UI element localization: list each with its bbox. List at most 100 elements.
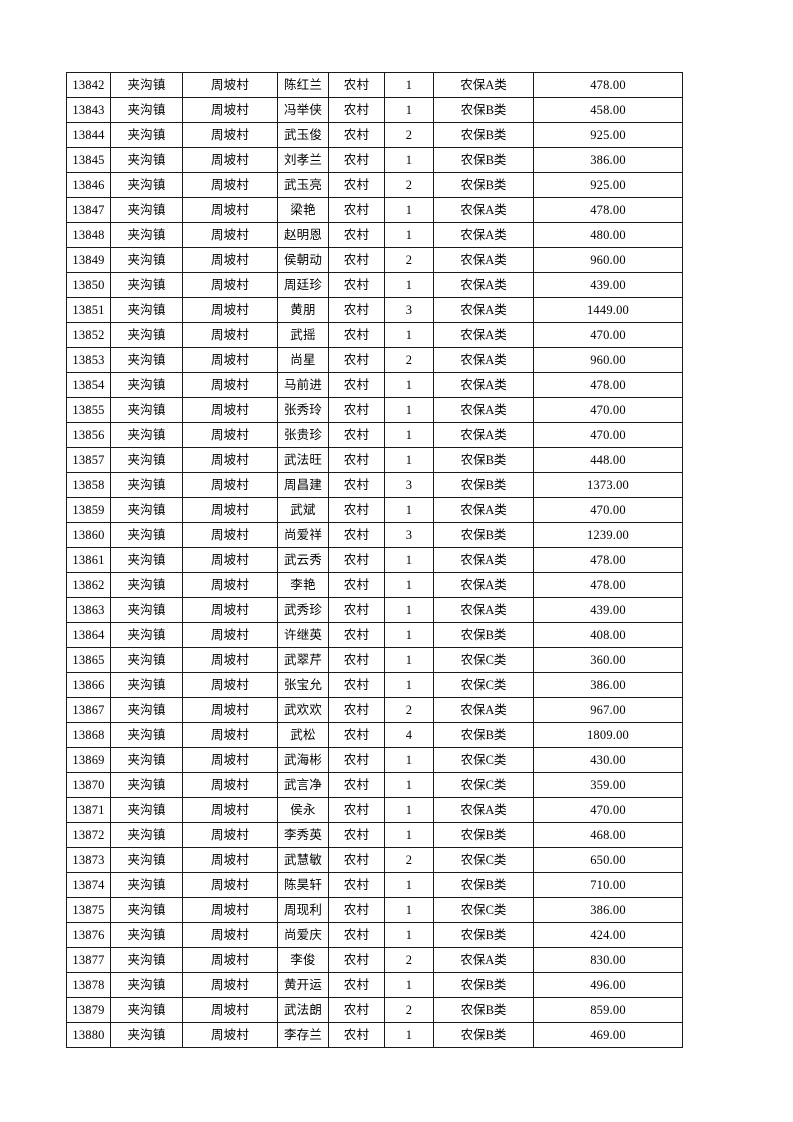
cell-category: 农保A类 — [433, 197, 534, 223]
subsidy-roster-table: 13842 夹沟镇 周坡村 陈红兰 农村 1 农保A类 478.00 13843 夹沟镇 周坡村 冯举… — [66, 72, 683, 1048]
cell-name: 周廷珍 — [277, 272, 329, 298]
table-row: 13855 夹沟镇 周坡村 张秀玲 农村 1 农保A类 470.00 — [66, 397, 683, 423]
cell-category: 农保B类 — [433, 447, 534, 473]
cell-category: 农保B类 — [433, 97, 534, 123]
cell-name: 李艳 — [277, 572, 329, 598]
cell-village: 周坡村 — [182, 872, 278, 898]
cell-id: 13873 — [66, 847, 111, 873]
cell-category: 农保A类 — [433, 397, 534, 423]
cell-category: 农保B类 — [433, 972, 534, 998]
table-row: 13869 夹沟镇 周坡村 武海彬 农村 1 农保C类 430.00 — [66, 747, 683, 773]
table-row: 13843 夹沟镇 周坡村 冯举侠 农村 1 农保B类 458.00 — [66, 97, 683, 123]
cell-name: 冯举侠 — [277, 97, 329, 123]
cell-name: 马前进 — [277, 372, 329, 398]
cell-town: 夹沟镇 — [110, 972, 183, 998]
cell-category: 农保A类 — [433, 597, 534, 623]
cell-count: 2 — [384, 247, 434, 273]
table-row: 13865 夹沟镇 周坡村 武翠芹 农村 1 农保C类 360.00 — [66, 647, 683, 673]
cell-household-type: 农村 — [328, 847, 385, 873]
cell-household-type: 农村 — [328, 397, 385, 423]
table-row: 13874 夹沟镇 周坡村 陈昊轩 农村 1 农保B类 710.00 — [66, 872, 683, 898]
cell-count: 1 — [384, 147, 434, 173]
cell-count: 1 — [384, 797, 434, 823]
cell-amount: 480.00 — [533, 222, 683, 248]
cell-id: 13867 — [66, 697, 111, 723]
cell-village: 周坡村 — [182, 697, 278, 723]
cell-count: 2 — [384, 347, 434, 373]
cell-name: 武云秀 — [277, 547, 329, 573]
table-row: 13870 夹沟镇 周坡村 武言净 农村 1 农保C类 359.00 — [66, 772, 683, 798]
cell-count: 1 — [384, 372, 434, 398]
cell-town: 夹沟镇 — [110, 522, 183, 548]
table-row: 13845 夹沟镇 周坡村 刘孝兰 农村 1 农保B类 386.00 — [66, 147, 683, 173]
table-row: 13861 夹沟镇 周坡村 武云秀 农村 1 农保A类 478.00 — [66, 547, 683, 573]
cell-name: 周昌建 — [277, 472, 329, 498]
cell-household-type: 农村 — [328, 797, 385, 823]
cell-category: 农保A类 — [433, 347, 534, 373]
table-row: 13880 夹沟镇 周坡村 李存兰 农村 1 农保B类 469.00 — [66, 1022, 683, 1048]
cell-town: 夹沟镇 — [110, 447, 183, 473]
table-row: 13863 夹沟镇 周坡村 武秀珍 农村 1 农保A类 439.00 — [66, 597, 683, 623]
table-row: 13858 夹沟镇 周坡村 周昌建 农村 3 农保B类 1373.00 — [66, 472, 683, 498]
cell-town: 夹沟镇 — [110, 847, 183, 873]
cell-id: 13878 — [66, 972, 111, 998]
cell-count: 2 — [384, 697, 434, 723]
cell-count: 1 — [384, 822, 434, 848]
cell-name: 梁艳 — [277, 197, 329, 223]
cell-id: 13870 — [66, 772, 111, 798]
cell-town: 夹沟镇 — [110, 672, 183, 698]
cell-household-type: 农村 — [328, 872, 385, 898]
cell-category: 农保B类 — [433, 872, 534, 898]
cell-village: 周坡村 — [182, 972, 278, 998]
cell-count: 3 — [384, 472, 434, 498]
cell-town: 夹沟镇 — [110, 122, 183, 148]
cell-name: 张宝允 — [277, 672, 329, 698]
table-row: 13857 夹沟镇 周坡村 武法旺 农村 1 农保B类 448.00 — [66, 447, 683, 473]
cell-amount: 496.00 — [533, 972, 683, 998]
cell-village: 周坡村 — [182, 472, 278, 498]
cell-town: 夹沟镇 — [110, 772, 183, 798]
cell-town: 夹沟镇 — [110, 722, 183, 748]
cell-amount: 470.00 — [533, 322, 683, 348]
cell-id: 13857 — [66, 447, 111, 473]
cell-amount: 470.00 — [533, 497, 683, 523]
cell-name: 陈红兰 — [277, 72, 329, 98]
cell-category: 农保B类 — [433, 1022, 534, 1048]
cell-amount: 1449.00 — [533, 297, 683, 323]
cell-category: 农保A类 — [433, 322, 534, 348]
cell-count: 2 — [384, 172, 434, 198]
cell-count: 1 — [384, 97, 434, 123]
cell-category: 农保B类 — [433, 122, 534, 148]
cell-village: 周坡村 — [182, 822, 278, 848]
cell-count: 1 — [384, 197, 434, 223]
cell-town: 夹沟镇 — [110, 697, 183, 723]
cell-id: 13864 — [66, 622, 111, 648]
cell-count: 2 — [384, 947, 434, 973]
table-row: 13850 夹沟镇 周坡村 周廷珍 农村 1 农保A类 439.00 — [66, 272, 683, 298]
cell-town: 夹沟镇 — [110, 897, 183, 923]
cell-town: 夹沟镇 — [110, 597, 183, 623]
cell-village: 周坡村 — [182, 172, 278, 198]
cell-household-type: 农村 — [328, 697, 385, 723]
cell-id: 13874 — [66, 872, 111, 898]
cell-town: 夹沟镇 — [110, 97, 183, 123]
cell-town: 夹沟镇 — [110, 572, 183, 598]
cell-village: 周坡村 — [182, 547, 278, 573]
cell-category: 农保B类 — [433, 822, 534, 848]
cell-category: 农保A类 — [433, 422, 534, 448]
cell-town: 夹沟镇 — [110, 422, 183, 448]
cell-name: 李存兰 — [277, 1022, 329, 1048]
cell-id: 13858 — [66, 472, 111, 498]
cell-town: 夹沟镇 — [110, 272, 183, 298]
cell-id: 13871 — [66, 797, 111, 823]
table-row: 13853 夹沟镇 周坡村 尚星 农村 2 农保A类 960.00 — [66, 347, 683, 373]
cell-count: 1 — [384, 422, 434, 448]
cell-amount: 458.00 — [533, 97, 683, 123]
table-row: 13851 夹沟镇 周坡村 黄朋 农村 3 农保A类 1449.00 — [66, 297, 683, 323]
cell-amount: 386.00 — [533, 147, 683, 173]
cell-village: 周坡村 — [182, 772, 278, 798]
cell-count: 1 — [384, 747, 434, 773]
table-row: 13879 夹沟镇 周坡村 武法朗 农村 2 农保B类 859.00 — [66, 997, 683, 1023]
cell-town: 夹沟镇 — [110, 322, 183, 348]
cell-amount: 424.00 — [533, 922, 683, 948]
